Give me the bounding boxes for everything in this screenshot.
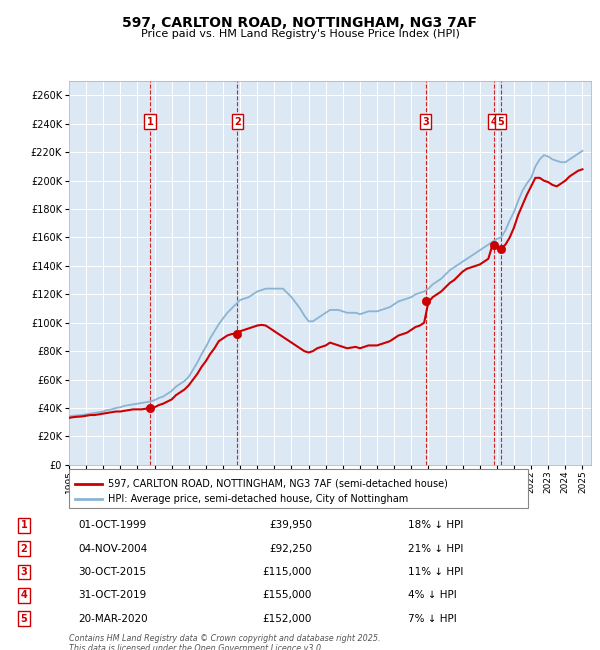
Text: 1: 1 [20,520,28,530]
Text: 2: 2 [20,543,28,554]
Text: 4% ↓ HPI: 4% ↓ HPI [408,590,457,601]
Text: 31-OCT-2019: 31-OCT-2019 [78,590,146,601]
Text: £155,000: £155,000 [263,590,312,601]
Text: 01-OCT-1999: 01-OCT-1999 [78,520,146,530]
Text: Price paid vs. HM Land Registry's House Price Index (HPI): Price paid vs. HM Land Registry's House … [140,29,460,39]
Text: £152,000: £152,000 [263,614,312,624]
Text: 3: 3 [422,116,429,127]
Text: 7% ↓ HPI: 7% ↓ HPI [408,614,457,624]
Text: 11% ↓ HPI: 11% ↓ HPI [408,567,463,577]
Text: Contains HM Land Registry data © Crown copyright and database right 2025.
This d: Contains HM Land Registry data © Crown c… [69,634,380,650]
Text: 30-OCT-2015: 30-OCT-2015 [78,567,146,577]
Text: 597, CARLTON ROAD, NOTTINGHAM, NG3 7AF (semi-detached house): 597, CARLTON ROAD, NOTTINGHAM, NG3 7AF (… [108,478,448,489]
Text: 21% ↓ HPI: 21% ↓ HPI [408,543,463,554]
Text: 5: 5 [497,116,504,127]
Text: 4: 4 [491,116,497,127]
Text: 597, CARLTON ROAD, NOTTINGHAM, NG3 7AF: 597, CARLTON ROAD, NOTTINGHAM, NG3 7AF [122,16,478,31]
Text: 04-NOV-2004: 04-NOV-2004 [78,543,147,554]
Text: 5: 5 [20,614,28,624]
Text: HPI: Average price, semi-detached house, City of Nottingham: HPI: Average price, semi-detached house,… [108,493,408,504]
Text: 1: 1 [147,116,154,127]
Text: 4: 4 [20,590,28,601]
Text: 20-MAR-2020: 20-MAR-2020 [78,614,148,624]
Text: £115,000: £115,000 [263,567,312,577]
Text: 18% ↓ HPI: 18% ↓ HPI [408,520,463,530]
Text: 2: 2 [234,116,241,127]
Text: 3: 3 [20,567,28,577]
Text: £92,250: £92,250 [269,543,312,554]
Text: £39,950: £39,950 [269,520,312,530]
